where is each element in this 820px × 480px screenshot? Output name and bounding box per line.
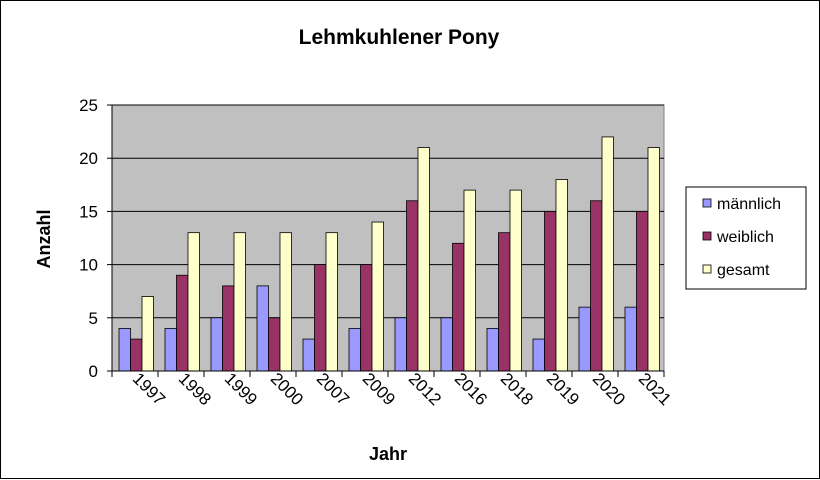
bar-gesamt-2019 xyxy=(555,179,568,372)
bar-männlich-1998 xyxy=(164,328,177,372)
bar-weiblich-1997 xyxy=(130,338,143,372)
bar-weiblich-2000 xyxy=(268,317,281,372)
x-tick-label: 1999 xyxy=(221,369,261,409)
bar-weiblich-2016 xyxy=(452,242,465,372)
bar-männlich-1997 xyxy=(118,328,131,372)
legend-label: weiblich xyxy=(716,229,774,246)
legend-swatch xyxy=(702,231,712,241)
x-tick-label: 2009 xyxy=(359,369,399,409)
x-tick-labels: 1997 1998 1999 2000 2007 2009 2012 2016 2018 2019… xyxy=(129,369,675,409)
bar-gesamt-2000 xyxy=(279,232,292,372)
x-tick-label: 2018 xyxy=(497,369,537,409)
bar-männlich-2007 xyxy=(302,338,315,372)
x-tick-label: 2020 xyxy=(589,369,629,409)
bar-männlich-1999 xyxy=(210,317,223,372)
bar-gesamt-1999 xyxy=(233,232,246,372)
bar-männlich-2020 xyxy=(578,306,591,372)
x-tick-label: 2007 xyxy=(313,369,353,409)
legend-items: männlich weiblich gesamt xyxy=(702,196,781,279)
bar-weiblich-2012 xyxy=(406,200,419,372)
bar-gesamt-2021 xyxy=(647,147,660,372)
x-tick-label: 2000 xyxy=(267,369,307,409)
grid-lines xyxy=(112,104,664,319)
bar-weiblich-2007 xyxy=(314,264,327,372)
y-tick-labels: 0 5 10 15 20 25 xyxy=(79,96,98,381)
bar-gesamt-2012 xyxy=(417,147,430,372)
bar-weiblich-2018 xyxy=(498,232,511,372)
bar-weiblich-2021 xyxy=(636,210,649,372)
chart-title: Lehmkuhlener Pony xyxy=(299,26,500,49)
x-tick-label: 2021 xyxy=(635,369,675,409)
legend-swatch xyxy=(702,264,712,274)
bar-männlich-2018 xyxy=(486,328,499,372)
bar-gesamt-2007 xyxy=(325,232,338,372)
legend-label: männlich xyxy=(717,196,781,213)
y-tick-label: 15 xyxy=(79,202,98,221)
x-tick-label: 2019 xyxy=(543,369,583,409)
bar-weiblich-1998 xyxy=(176,274,189,372)
legend: männlich weiblich gesamt xyxy=(685,186,807,290)
bar-gesamt-2009 xyxy=(371,221,384,372)
bar-männlich-2012 xyxy=(394,317,407,372)
bar-männlich-2021 xyxy=(624,306,637,372)
y-tick-label: 25 xyxy=(79,96,98,115)
x-tick-label: 2012 xyxy=(405,369,445,409)
bar-männlich-2000 xyxy=(256,285,269,372)
legend-label: gesamt xyxy=(717,262,770,279)
y-tick-label: 10 xyxy=(79,256,98,275)
bar-männlich-2019 xyxy=(532,338,545,372)
y-tick-label: 20 xyxy=(79,149,98,168)
x-tick-label: 1997 xyxy=(129,369,169,409)
bar-weiblich-1999 xyxy=(222,285,235,372)
y-tick-label: 5 xyxy=(89,309,98,328)
y-axis-title: Anzahl xyxy=(34,209,54,268)
plot-area xyxy=(111,104,665,372)
bar-männlich-2016 xyxy=(440,317,453,372)
bar-weiblich-2020 xyxy=(590,200,603,372)
y-tick-label: 0 xyxy=(89,362,98,381)
bar-gesamt-1998 xyxy=(187,232,200,372)
legend-swatch xyxy=(702,198,712,208)
bar-gesamt-1997 xyxy=(141,296,154,372)
bar-gesamt-2016 xyxy=(463,189,476,372)
bars xyxy=(118,136,660,372)
bar-männlich-2009 xyxy=(348,328,361,372)
bar-weiblich-2009 xyxy=(360,264,373,372)
bar-gesamt-2018 xyxy=(509,189,522,372)
x-tick-label: 1998 xyxy=(175,369,215,409)
bar-gesamt-2020 xyxy=(601,136,614,372)
axes xyxy=(107,104,665,377)
x-tick-label: 2016 xyxy=(451,369,491,409)
bar-weiblich-2019 xyxy=(544,210,557,372)
x-axis-title: Jahr xyxy=(369,444,407,464)
